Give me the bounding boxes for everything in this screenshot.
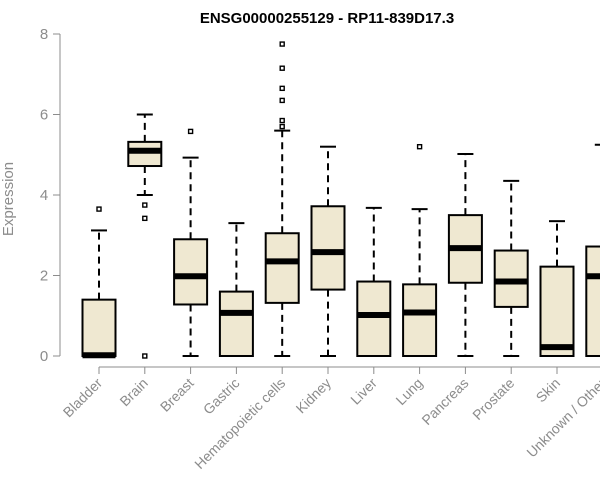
outlier-point	[279, 97, 285, 104]
x-tick-label: Bladder	[60, 375, 106, 421]
x-tick-label: Pancreas	[418, 375, 471, 428]
x-tick-label: Prostate	[469, 375, 517, 423]
outlier-point	[279, 85, 285, 92]
iqr-box	[127, 140, 163, 168]
y-tick-label: 8	[40, 26, 48, 43]
outlier-point	[142, 202, 148, 208]
y-tick-label: 4	[40, 187, 48, 204]
box-prostate	[493, 179, 529, 357]
iqr-box	[81, 298, 117, 357]
boxes	[81, 41, 600, 359]
x-tick-label: Breast	[157, 375, 197, 415]
x-tick-label: Liver	[347, 375, 380, 408]
x-tick-label: Brain	[116, 375, 150, 409]
outlier-point	[187, 128, 194, 135]
y-tick-label: 0	[40, 348, 48, 365]
x-tick-label: Skin	[533, 375, 564, 406]
outlier-point	[416, 143, 423, 150]
iqr-box	[218, 290, 254, 358]
iqr-box	[356, 280, 392, 358]
x-tick-label: Hematopoietic cells	[191, 375, 288, 472]
box-pancreas	[447, 152, 483, 357]
x-tick-label: Gastric	[200, 375, 243, 418]
box-skin	[539, 220, 575, 357]
box-hematopoietic-cells	[264, 41, 300, 357]
y-axis-label: Expression	[0, 162, 17, 236]
outlier-point	[96, 206, 102, 212]
box-lung	[402, 143, 438, 358]
outlier-point	[279, 41, 285, 47]
chart-title: ENSG00000255129 - RP11-839D17.3	[200, 10, 454, 27]
y-axis: 0 2 4 6 8	[40, 26, 61, 365]
box-gastric	[218, 222, 254, 358]
box-kidney	[310, 145, 346, 357]
iqr-box	[539, 265, 575, 357]
box-liver	[356, 206, 392, 358]
x-tick-label: Lung	[392, 375, 425, 408]
y-tick-label: 6	[40, 107, 48, 124]
box-breast	[173, 128, 209, 357]
iqr-box	[264, 232, 300, 304]
iqr-box	[585, 245, 600, 358]
iqr-box	[402, 283, 438, 358]
outlier-point	[142, 215, 148, 222]
outlier-point	[279, 65, 285, 71]
outlier-point	[279, 117, 285, 124]
iqr-box	[310, 205, 346, 291]
outlier-point	[142, 353, 148, 359]
iqr-box	[173, 238, 209, 306]
x-tick-label: Kidney	[293, 375, 335, 417]
outlier-point	[279, 123, 285, 130]
box-bladder	[81, 206, 117, 359]
y-tick-label: 2	[40, 268, 48, 285]
box-unknown-other	[585, 143, 600, 358]
box-brain	[127, 113, 163, 359]
